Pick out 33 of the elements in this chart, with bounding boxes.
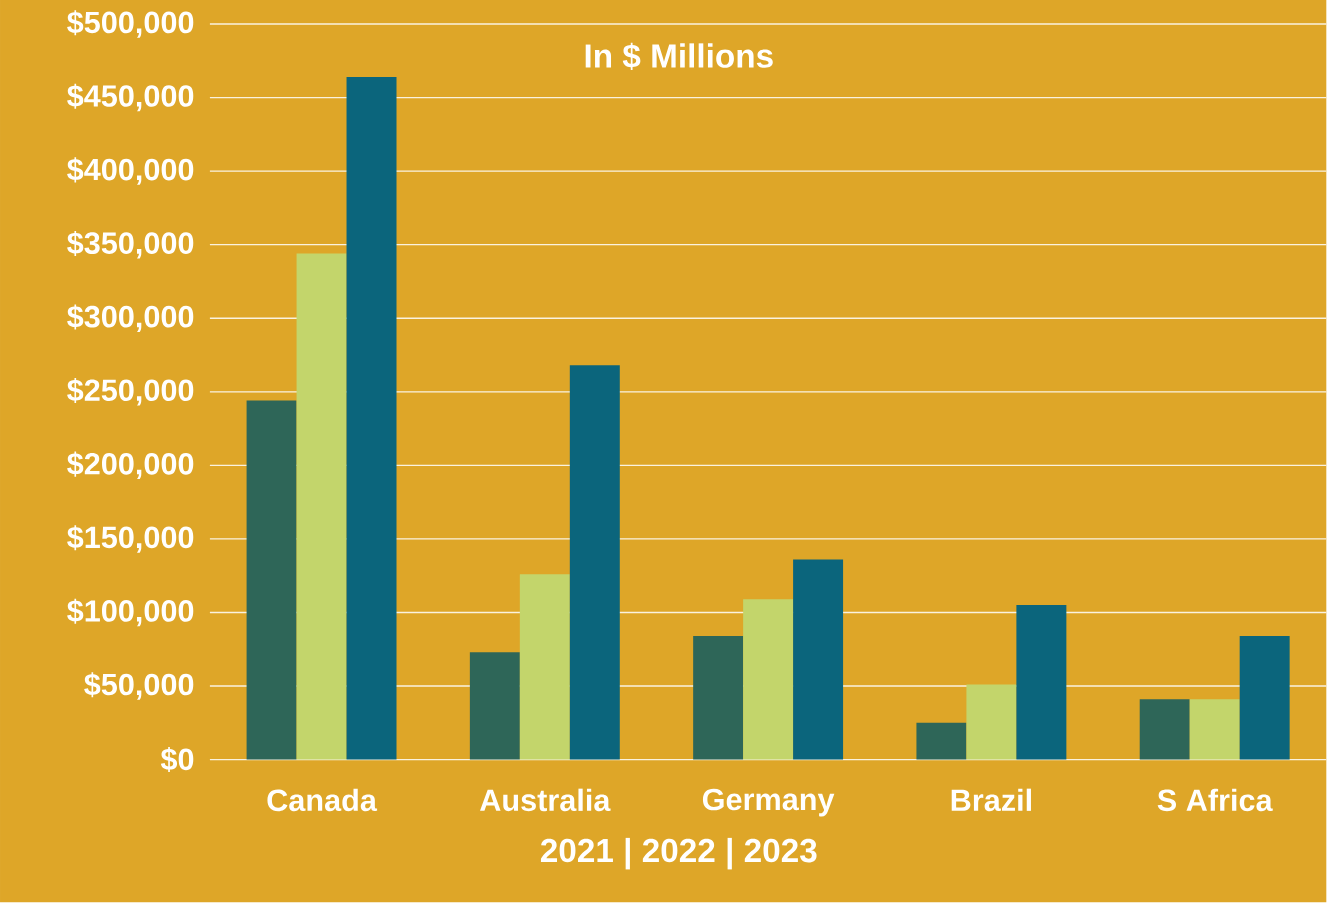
chart-title: In $ Millions: [585, 43, 773, 71]
y-tick-label: $350,000: [67, 231, 194, 259]
x-tick-label: Germany: [702, 788, 835, 817]
bar: [743, 599, 794, 760]
x-tick-label: Canada: [267, 788, 378, 812]
bar: [346, 77, 397, 760]
bar: [693, 636, 744, 760]
bar: [916, 723, 967, 760]
y-tick-label: $200,000: [67, 451, 194, 480]
bar: [966, 684, 1017, 760]
y-tick-label: $0: [160, 747, 194, 773]
x-tick-label: Australia: [480, 788, 611, 812]
bar: [569, 365, 620, 760]
x-tick-label: S Africa: [1157, 788, 1273, 812]
bar: [469, 652, 520, 760]
y-tick-label: $50,000: [84, 672, 194, 701]
y-tick-label: $300,000: [67, 304, 194, 333]
bar: [1016, 605, 1067, 760]
y-tick-label: $500,000: [67, 10, 194, 38]
bar: [519, 574, 570, 760]
bar: [296, 253, 347, 760]
y-tick-label: $450,000: [67, 84, 194, 112]
x-tick-label: Brazil: [951, 788, 1031, 812]
y-tick-label: $100,000: [67, 598, 194, 627]
x-axis-title: 2021 | 2022 | 2023: [540, 838, 817, 870]
y-tick-label: $250,000: [67, 378, 194, 406]
bar: [793, 559, 844, 760]
bar: [1189, 699, 1240, 760]
y-tick-label: $400,000: [67, 157, 194, 186]
bar: [246, 400, 297, 760]
y-tick-label: $150,000: [67, 525, 194, 553]
bar: [1139, 699, 1190, 760]
bar: [1239, 636, 1290, 760]
